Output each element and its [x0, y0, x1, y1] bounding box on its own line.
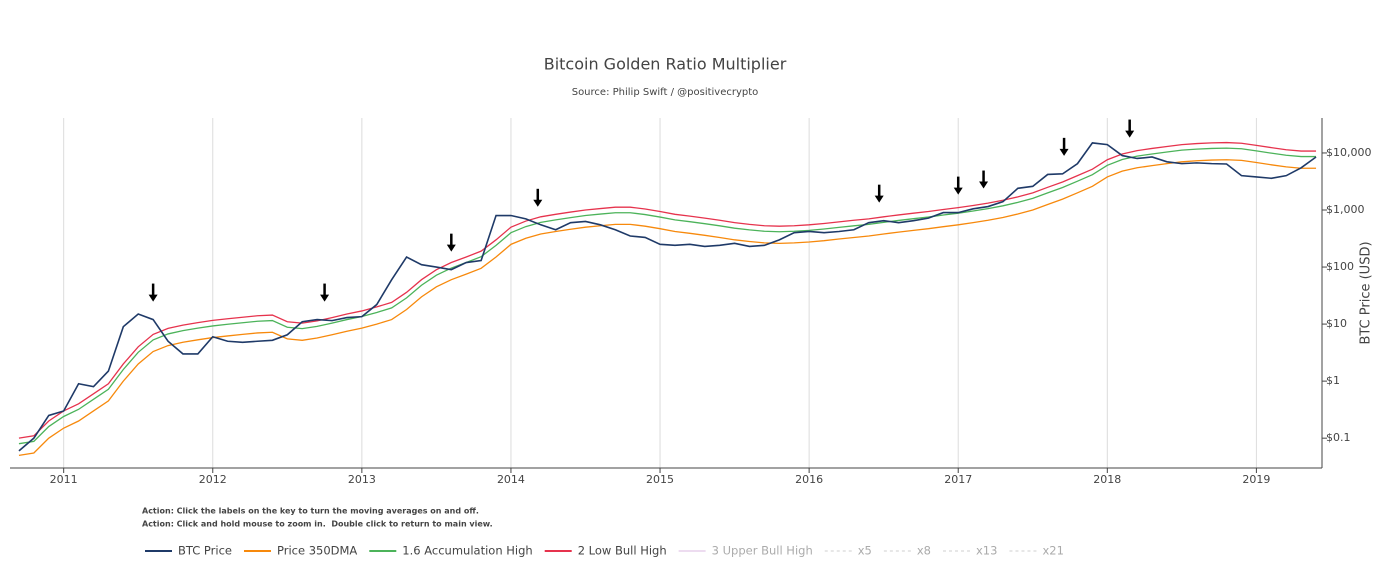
x-tick-label: 2011 — [50, 473, 78, 486]
arrow — [320, 283, 330, 302]
arrow — [1059, 137, 1069, 156]
series-line — [18, 142, 1317, 452]
y-tick-label: $10,000 — [1326, 146, 1372, 159]
legend-label: 1.6 Accumulation High — [402, 544, 532, 558]
y-tick-label: $1,000 — [1326, 203, 1365, 216]
arrow-head — [874, 195, 884, 203]
legend-item[interactable]: x21 — [1009, 544, 1064, 558]
legend-label: Price 350DMA — [277, 544, 357, 558]
arrow-head — [953, 187, 963, 195]
series-line — [18, 159, 1317, 456]
legend-item[interactable]: 1.6 Accumulation High — [369, 544, 533, 558]
chart-title: Bitcoin Golden Ratio Multiplier — [544, 55, 787, 74]
x-tick-label: 2017 — [944, 473, 972, 486]
arrow-head — [320, 294, 330, 302]
x-tick-label: 2014 — [497, 473, 525, 486]
legend-label: x21 — [1042, 544, 1063, 558]
series-line — [18, 147, 1317, 445]
action-note: Action: Click and hold mouse to zoom in.… — [142, 520, 493, 529]
y-axis-title: BTC Price (USD) — [1359, 241, 1374, 344]
legend-item[interactable]: Price 350DMA — [243, 544, 357, 558]
x-tick-label: 2013 — [348, 473, 376, 486]
legend-item[interactable]: x8 — [883, 544, 931, 558]
series-line — [18, 141, 1317, 439]
x-tick-label: 2018 — [1093, 473, 1121, 486]
arrow-head — [148, 294, 158, 302]
arrow — [1125, 119, 1135, 138]
arrow-head — [533, 199, 543, 207]
legend-label: 3 Upper Bull High — [712, 544, 813, 558]
arrow — [148, 283, 158, 302]
arrow-head — [1125, 130, 1135, 138]
arrow-head — [446, 244, 456, 252]
arrow — [874, 184, 884, 203]
arrow — [446, 233, 456, 252]
x-tick-label: 2016 — [795, 473, 823, 486]
legend-item[interactable]: 2 Low Bull High — [544, 544, 667, 558]
legend-label: x5 — [858, 544, 872, 558]
chart-subtitle: Source: Philip Swift / @positivecrypto — [572, 87, 759, 98]
legend-label: 2 Low Bull High — [578, 544, 667, 558]
legend-item[interactable]: x5 — [824, 544, 872, 558]
action-note: Action: Click the labels on the key to t… — [142, 507, 479, 516]
arrow-head — [1059, 148, 1069, 156]
arrow — [979, 170, 989, 189]
x-tick-label: 2019 — [1242, 473, 1270, 486]
legend-label: x8 — [917, 544, 931, 558]
legend-item[interactable]: 3 Upper Bull High — [678, 544, 813, 558]
legend-label: BTC Price — [178, 544, 232, 558]
legend-item[interactable]: x13 — [943, 544, 997, 558]
legend-label: x13 — [976, 544, 997, 558]
y-tick-label: $100 — [1326, 260, 1354, 273]
arrow — [533, 188, 543, 207]
y-tick-label: $1 — [1326, 374, 1340, 387]
arrow — [953, 176, 963, 195]
y-tick-label: $10 — [1326, 317, 1347, 330]
x-tick-label: 2012 — [199, 473, 227, 486]
y-tick-label: $0.1 — [1326, 431, 1351, 444]
arrow-head — [979, 181, 989, 189]
x-tick-label: 2015 — [646, 473, 674, 486]
legend-item[interactable]: BTC Price — [145, 544, 232, 558]
